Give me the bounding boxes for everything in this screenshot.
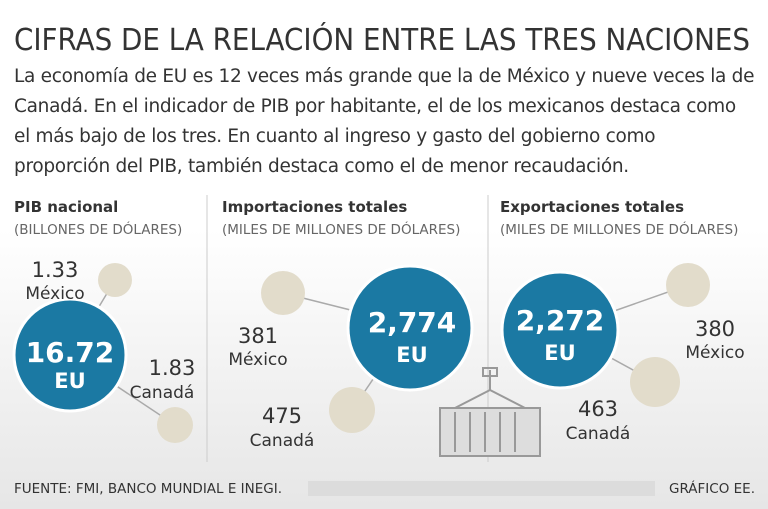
value: 2,272 <box>516 304 605 337</box>
label: México <box>25 284 84 304</box>
bubble <box>261 271 305 315</box>
intro: La economía de EU es 12 veces más grande… <box>14 66 755 177</box>
bubble <box>329 387 375 433</box>
bubble <box>98 263 132 297</box>
panel-unit: (MILES DE MILLONES DE DÓLARES) <box>500 220 738 238</box>
panel-unit: (BILLONES DE DÓLARES) <box>14 220 182 238</box>
panel-title: Exportaciones totales <box>500 198 684 216</box>
panel-title: PIB nacional <box>14 198 118 216</box>
bubble <box>346 264 474 392</box>
label: EU <box>396 343 427 367</box>
label: Canadá <box>250 431 315 451</box>
value: 16.72 <box>26 336 115 369</box>
bubble <box>630 357 680 407</box>
bubble <box>666 263 710 307</box>
footer-bar <box>308 481 655 496</box>
label: Canadá <box>566 424 631 444</box>
value: 1.83 <box>149 356 196 380</box>
value: 381 <box>238 324 278 348</box>
bubble <box>157 407 193 443</box>
bubble <box>12 297 128 413</box>
source: FUENTE: FMI, BANCO MUNDIAL E INEGI. <box>14 481 282 497</box>
label: EU <box>544 341 575 365</box>
value: 380 <box>695 317 735 341</box>
title: CIFRAS DE LA RELACIÓN ENTRE LAS TRES NAC… <box>14 21 750 58</box>
value: 2,774 <box>368 306 457 339</box>
label: EU <box>54 369 85 393</box>
credit: GRÁFICO EE. <box>669 480 755 497</box>
bubble <box>500 270 620 390</box>
value: 1.33 <box>32 258 79 282</box>
panel-unit: (MILES DE MILLONES DE DÓLARES) <box>222 220 460 238</box>
value: 463 <box>578 397 618 421</box>
label: México <box>685 343 744 363</box>
label: Canadá <box>130 383 195 403</box>
value: 475 <box>262 404 302 428</box>
container-icon <box>439 367 541 457</box>
label: México <box>228 350 287 370</box>
panel-title: Importaciones totales <box>222 198 407 216</box>
